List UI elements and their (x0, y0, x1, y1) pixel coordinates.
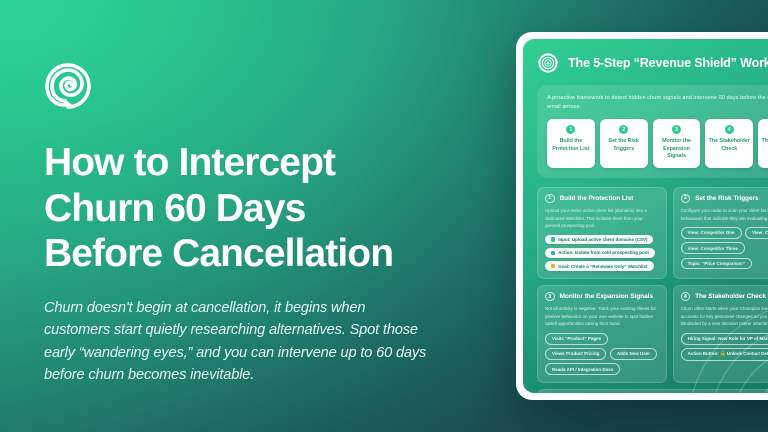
panel-header: 4 The Stakeholder Check (680, 291, 768, 302)
panel-number: 3 (545, 291, 555, 302)
step-card[interactable]: 1 Build the Protection List (547, 119, 595, 168)
panel-tag-list: Hiring Signal: New Role for VP of Market… (680, 332, 768, 361)
hero-section: How to Intercept Churn 60 Days Before Ca… (44, 62, 494, 386)
tag-label: Views Product Pricing (552, 351, 600, 357)
step-card[interactable]: 5 The Intervention Play (758, 119, 768, 168)
step-number: 3 (671, 125, 681, 135)
panel-title: Monitor the Expansion Signals (559, 293, 654, 301)
hero-subhead: Churn doesn't begin at cancellation, it … (44, 299, 427, 383)
step-label: Set the Risk Triggers (608, 138, 639, 152)
tag-chip[interactable]: View: Competitor Two (745, 227, 768, 239)
step-number: 1 (566, 125, 576, 135)
tag-label: View: Competitor Three (687, 245, 738, 251)
status-dot-icon (551, 250, 556, 255)
panel-header: 1 Build the Protection List (545, 193, 659, 204)
tag-label: Reads API / Integration Docs (552, 366, 614, 372)
page-title: How to Intercept Churn 60 Days Before Ca… (44, 140, 494, 277)
step-label: The Intervention Play (761, 138, 768, 145)
tag-chip[interactable]: Goal: Create a “Renewals Only” Watchlist (545, 261, 654, 271)
step-label: Monitor the Expansion Signals (662, 138, 691, 160)
tag-label: View: Competitor Two (752, 230, 768, 236)
panel-tag-list: Visits “Product” Pages Views Product Pri… (545, 332, 659, 376)
step-card[interactable]: 4 The Stakeholder Check (705, 119, 754, 168)
panel-body: Upload your entire active client list (d… (545, 208, 647, 229)
headline-line-3: Before Cancellation (44, 232, 394, 276)
tag-label: Hiring Signal: New Role for VP of Market… (687, 336, 768, 342)
tag-label: Action: Isolate from cold prospecting po… (558, 250, 649, 256)
status-dot-icon (551, 263, 556, 269)
concentric-spiral-logo-icon (537, 52, 559, 74)
tag-chip[interactable]: Views Product Pricing (545, 348, 607, 360)
panel-number: 2 (680, 193, 691, 204)
panel-body: Not all activity is negative. Track your… (545, 306, 657, 327)
card-header: The 5-Step “Revenue Shield” Workflow (537, 52, 768, 74)
panel-title: Build the Protection List (559, 194, 634, 202)
tag-label: Action Button: 🔓 Unlock Contact Details (687, 351, 768, 357)
headline-line-2: Churn 60 Days (44, 186, 306, 230)
panel-grid: 1 Build the Protection List Upload your … (537, 186, 768, 393)
step-label: Build the Protection List (552, 138, 590, 152)
step-number: 4 (724, 125, 734, 135)
tag-label: Topic: “Price Comparison” (687, 261, 745, 267)
panel-title: Set the Risk Triggers (695, 194, 759, 202)
concentric-spiral-logo-icon (44, 62, 92, 110)
panel-the-intervention-play: 5 The Intervention Play Don't wait for t… (537, 389, 768, 393)
panel-monitor-the-expansion-signals: 3 Monitor the Expansion Signals Not all … (537, 284, 667, 384)
step-card[interactable]: 3 Monitor the Expansion Signals (652, 119, 701, 168)
tag-chip[interactable]: Reads API / Integration Docs (545, 363, 621, 376)
panel-body: Configure your radar to scan your client… (680, 208, 768, 221)
panel-set-the-risk-triggers: 2 Set the Risk Triggers Configure your r… (672, 186, 768, 279)
step-label: The Stakeholder Check (708, 138, 750, 152)
tag-label: View: Competitor One (687, 230, 735, 236)
card-title: The 5-Step “Revenue Shield” Workflow (568, 56, 768, 70)
tag-label: Input: Upload active client domains (CSV… (558, 236, 648, 242)
panel-tag-list: View: Competitor One View: Competitor Tw… (680, 227, 768, 270)
headline-line-1: How to Intercept (44, 141, 336, 184)
card-intro-block: A proactive framework to detect hidden c… (537, 85, 768, 178)
step-strip: 1 Build the Protection List 2 Set the Ri… (547, 119, 768, 168)
panel-title: The Stakeholder Check (695, 293, 766, 301)
panel-number: 1 (545, 193, 555, 204)
card-intro-text: A proactive framework to detect hidden c… (547, 95, 768, 111)
workflow-card-frame: The 5-Step “Revenue Shield” Workflow A p… (516, 32, 768, 400)
hiring-signal-chip[interactable]: Hiring Signal: New Role for VP of Market… (680, 332, 768, 345)
panel-the-stakeholder-check: 4 The Stakeholder Check Churn often star… (672, 284, 768, 384)
tag-label: Adds New User (616, 351, 650, 357)
panel-build-the-protection-list: 1 Build the Protection List Upload your … (537, 186, 667, 279)
step-number: 2 (619, 125, 629, 135)
tag-chip[interactable]: View: Competitor One (680, 227, 742, 239)
status-dot-icon (551, 237, 556, 242)
panel-header: 3 Monitor the Expansion Signals (545, 291, 659, 302)
tag-label: Goal: Create a “Renewals Only” Watchlist (558, 263, 648, 269)
panel-number: 4 (680, 291, 691, 302)
tag-chip[interactable]: Input: Upload active client domains (CSV… (545, 234, 654, 245)
tag-chip[interactable]: Adds New User (609, 348, 657, 360)
unlock-contact-details-button[interactable]: Action Button: 🔓 Unlock Contact Details (680, 348, 768, 361)
panel-body: Churn often starts when your Champion le… (680, 306, 768, 327)
panel-tag-list: Input: Upload active client domains (CSV… (545, 234, 659, 271)
step-card[interactable]: 2 Set the Risk Triggers (599, 119, 648, 168)
tag-chip[interactable]: Visits “Product” Pages (545, 332, 609, 345)
panel-header: 2 Set the Risk Triggers (680, 193, 768, 204)
tag-label: Visits “Product” Pages (552, 336, 602, 342)
tag-chip[interactable]: Action: Isolate from cold prospecting po… (545, 247, 655, 258)
tag-chip[interactable]: View: Competitor Three (680, 242, 745, 255)
tag-chip[interactable]: Topic: “Price Comparison” (680, 257, 752, 270)
workflow-card: The 5-Step “Revenue Shield” Workflow A p… (523, 39, 768, 393)
